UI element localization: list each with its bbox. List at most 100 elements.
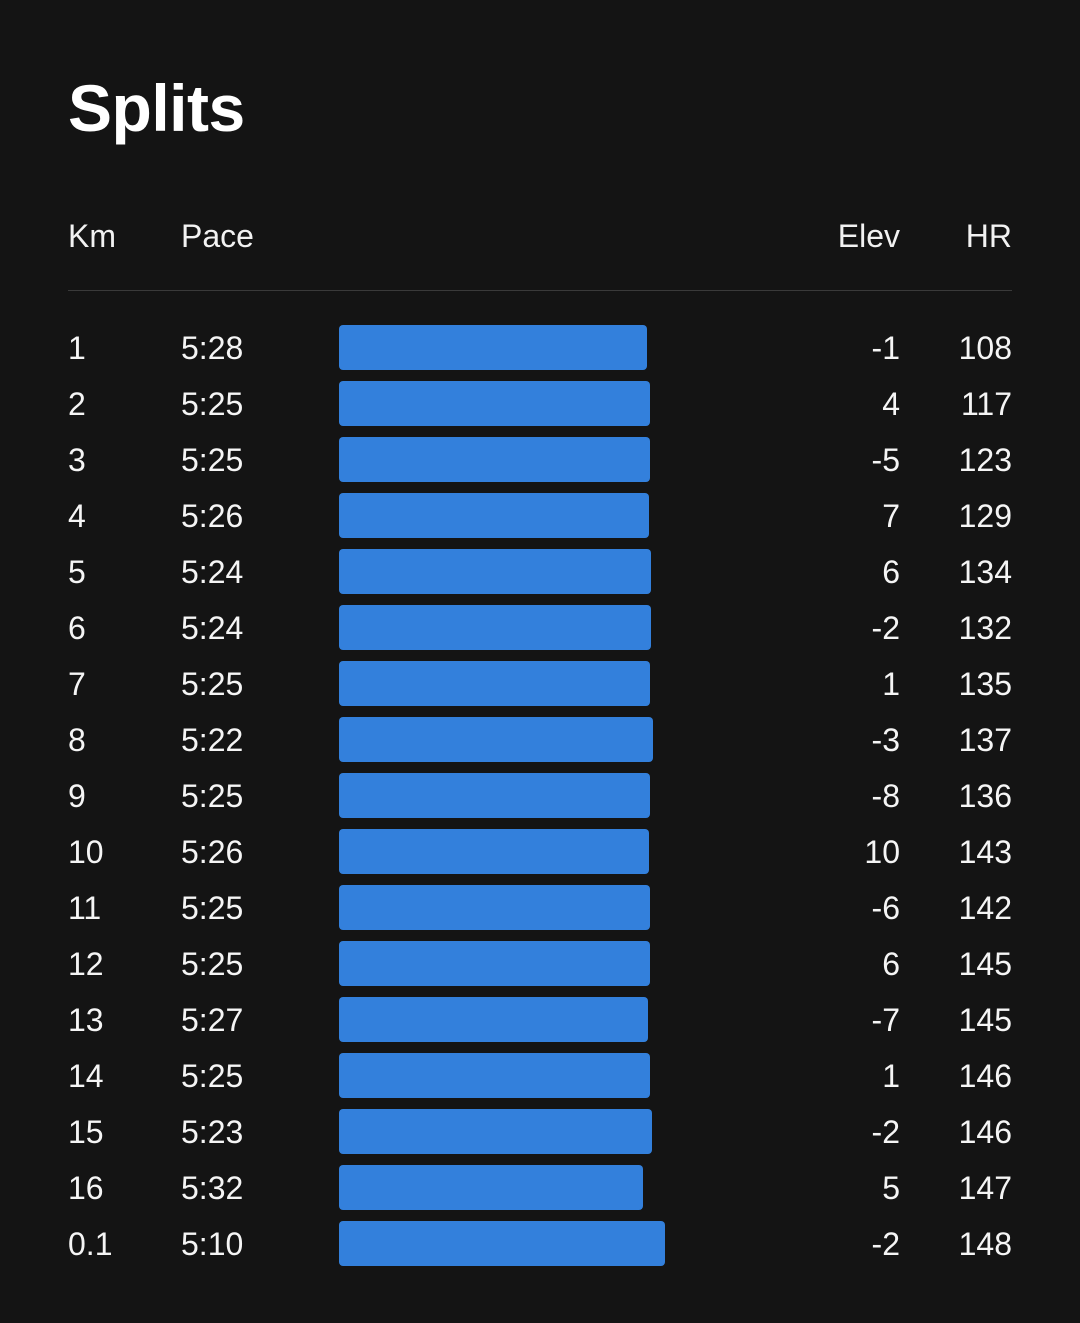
split-hr: 135: [958, 666, 1012, 702]
pace-bar: [339, 997, 648, 1042]
split-km: 15: [68, 1114, 104, 1150]
split-elev: -2: [871, 610, 900, 646]
pace-bar: [339, 885, 650, 930]
split-elev: -2: [871, 1226, 900, 1262]
split-pace: 5:24: [181, 610, 244, 646]
split-hr: 117: [960, 386, 1012, 422]
split-elev: -3: [871, 722, 900, 758]
split-pace: 5:26: [181, 834, 244, 870]
split-km: 6: [68, 610, 86, 646]
split-hr: 145: [958, 1002, 1012, 1038]
pace-bar: [339, 1109, 652, 1154]
split-km: 2: [68, 386, 86, 422]
split-pace: 5:10: [181, 1226, 244, 1262]
column-header-km: Km: [68, 218, 116, 254]
split-row: 3 5:25 -5 123: [0, 437, 1080, 493]
split-elev: -8: [871, 778, 900, 814]
split-pace: 5:25: [181, 386, 244, 422]
pace-bar: [339, 437, 650, 482]
pace-bar: [339, 661, 650, 706]
pace-bar: [339, 325, 647, 370]
split-elev: 10: [864, 834, 900, 870]
split-pace: 5:25: [181, 666, 244, 702]
split-row: 5 5:24 6 134: [0, 549, 1080, 605]
split-row: 0.1 5:10 -2 148: [0, 1221, 1080, 1277]
split-hr: 143: [958, 834, 1012, 870]
split-hr: 132: [958, 610, 1012, 646]
split-row: 13 5:27 -7 145: [0, 997, 1080, 1053]
split-km: 0.1: [68, 1226, 113, 1262]
split-row: 4 5:26 7 129: [0, 493, 1080, 549]
split-pace: 5:22: [181, 722, 244, 758]
pace-bar: [339, 717, 653, 762]
split-row: 12 5:25 6 145: [0, 941, 1080, 997]
pace-bar: [339, 381, 650, 426]
split-row: 9 5:25 -8 136: [0, 773, 1080, 829]
split-row: 16 5:32 5 147: [0, 1165, 1080, 1221]
split-elev: 5: [882, 1170, 900, 1206]
split-km: 8: [68, 722, 86, 758]
split-pace: 5:25: [181, 1058, 244, 1094]
pace-bar: [339, 773, 650, 818]
split-hr: 134: [958, 554, 1012, 590]
split-row: 8 5:22 -3 137: [0, 717, 1080, 773]
split-row: 2 5:25 4 117: [0, 381, 1080, 437]
split-hr: 137: [958, 722, 1012, 758]
split-elev: -7: [871, 1002, 900, 1038]
split-km: 1: [68, 330, 86, 366]
column-header-elev: Elev: [837, 218, 900, 254]
split-hr: 146: [958, 1114, 1012, 1150]
pace-bar: [339, 493, 649, 538]
split-hr: 147: [958, 1170, 1012, 1206]
split-hr: 148: [958, 1226, 1012, 1262]
column-header-pace: Pace: [181, 218, 254, 254]
split-elev: -5: [871, 442, 900, 478]
split-hr: 123: [958, 442, 1012, 478]
split-pace: 5:24: [181, 554, 244, 590]
split-km: 9: [68, 778, 86, 814]
pace-bar: [339, 1165, 643, 1210]
split-elev: 1: [882, 1058, 900, 1094]
split-elev: -6: [871, 890, 900, 926]
page-title: Splits: [68, 71, 245, 145]
splits-list: 1 5:28 -1 108 2 5:25 4 117 3 5:25 -5 123 4 5:26 7 129 5 5…: [0, 325, 1080, 1277]
split-elev: 1: [882, 666, 900, 702]
split-row: 15 5:23 -2 146: [0, 1109, 1080, 1165]
split-hr: 145: [958, 946, 1012, 982]
split-km: 4: [68, 498, 86, 534]
pace-bar: [339, 549, 651, 594]
split-pace: 5:25: [181, 778, 244, 814]
split-pace: 5:23: [181, 1114, 244, 1150]
split-row: 10 5:26 10 143: [0, 829, 1080, 885]
split-row: 6 5:24 -2 132: [0, 605, 1080, 661]
pace-bar: [339, 829, 649, 874]
split-row: 1 5:28 -1 108: [0, 325, 1080, 381]
split-km: 5: [68, 554, 86, 590]
split-km: 3: [68, 442, 86, 478]
split-km: 7: [68, 666, 86, 702]
split-km: 11: [68, 890, 102, 926]
header-divider: [68, 290, 1012, 291]
split-hr: 136: [958, 778, 1012, 814]
split-pace: 5:25: [181, 442, 244, 478]
split-pace: 5:25: [181, 946, 244, 982]
split-elev: 4: [882, 386, 900, 422]
pace-bar: [339, 605, 651, 650]
split-elev: 7: [882, 498, 900, 534]
split-elev: 6: [882, 554, 900, 590]
split-hr: 142: [958, 890, 1012, 926]
split-km: 13: [68, 1002, 104, 1038]
split-hr: 146: [958, 1058, 1012, 1094]
split-elev: 6: [882, 946, 900, 982]
split-elev: -2: [871, 1114, 900, 1150]
split-elev: -1: [871, 330, 900, 366]
split-row: 14 5:25 1 146: [0, 1053, 1080, 1109]
split-km: 12: [68, 946, 104, 982]
pace-bar: [339, 1221, 665, 1266]
split-km: 14: [68, 1058, 104, 1094]
split-pace: 5:32: [181, 1170, 244, 1206]
split-hr: 129: [958, 498, 1012, 534]
split-km: 16: [68, 1170, 104, 1206]
split-pace: 5:28: [181, 330, 244, 366]
split-hr: 108: [958, 330, 1012, 366]
